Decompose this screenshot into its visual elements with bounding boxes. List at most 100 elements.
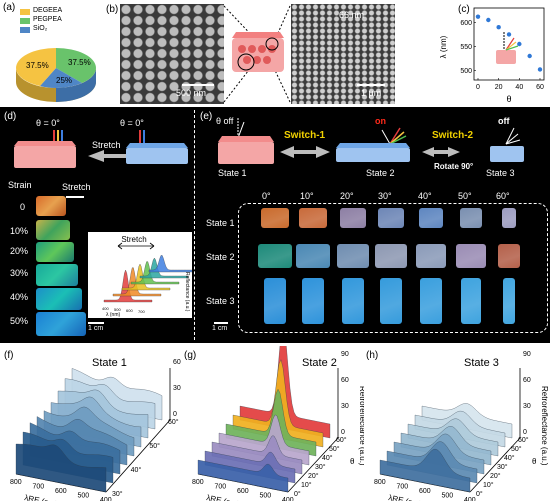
panel-c-label: (c) bbox=[458, 4, 470, 15]
state-photo bbox=[419, 208, 443, 228]
spectrum-layer bbox=[15, 443, 107, 493]
switch2-label[interactable]: Switch-2 bbox=[432, 130, 474, 141]
strain-20: 20% bbox=[10, 246, 29, 256]
inset-spectrum bbox=[139, 257, 189, 279]
x-tick-label: 600 bbox=[419, 488, 431, 495]
state-photo bbox=[258, 244, 292, 268]
z-tick-label: 30° bbox=[315, 463, 326, 471]
theta-label-right: θ = 0° bbox=[120, 118, 144, 128]
angle-header: 0° bbox=[262, 191, 271, 201]
z-axis bbox=[469, 437, 521, 493]
strain-50: 50% bbox=[10, 316, 29, 326]
x-axis-label: λRE (nm) bbox=[206, 493, 241, 501]
z-tick-label: 60° bbox=[336, 436, 347, 444]
inset-title: Stretch bbox=[121, 235, 146, 244]
angle-header: 20° bbox=[340, 191, 354, 201]
pie-slice-sio2 bbox=[40, 68, 82, 88]
inset-ray-green bbox=[505, 45, 519, 51]
data-point bbox=[537, 67, 543, 72]
strain-arrow-label: Stretch bbox=[62, 182, 91, 192]
x-tick-label: 700 bbox=[215, 484, 227, 491]
z-tick-label: 60° bbox=[168, 418, 179, 426]
reflectance-inset-chart: Stretch 400 500 600 700 Reflectance (a.u.) … bbox=[102, 235, 192, 318]
state-photo bbox=[342, 278, 364, 324]
inset-xlabel: λ (nm) bbox=[106, 312, 121, 318]
state-photo bbox=[420, 278, 442, 324]
pie-slice-pegpea bbox=[56, 48, 96, 83]
stretch-label: Stretch bbox=[92, 140, 121, 150]
z-tick-label: 40° bbox=[131, 466, 142, 474]
state-photo bbox=[375, 244, 407, 268]
data-point bbox=[517, 41, 522, 47]
scale-label-1cm-e: 1 cm bbox=[212, 325, 228, 332]
y-tick-label: 60 bbox=[173, 359, 181, 366]
chart-title: State 3 bbox=[464, 357, 499, 369]
y-tick-label: 90 bbox=[341, 351, 349, 358]
state-photo bbox=[299, 208, 327, 228]
state1-retroreflectance-chart: State 1800700600500400λRE (nm)30°40°50°6… bbox=[10, 357, 181, 501]
inset-x-tick-label: 500 bbox=[114, 307, 121, 312]
chart-title: State 2 bbox=[302, 357, 337, 369]
inset-sample bbox=[496, 50, 516, 64]
scale-label-1cm-d: 1 cm bbox=[88, 325, 104, 332]
z-tick-label: 40° bbox=[322, 454, 333, 462]
pie-side-blue bbox=[56, 68, 96, 102]
legend-sio2: SiO₂ bbox=[33, 25, 48, 32]
rotate-label: Rotate 90° bbox=[434, 162, 474, 171]
inset-spectrum bbox=[103, 269, 153, 303]
angle-header: 40° bbox=[418, 191, 432, 201]
inset-ray-yellow bbox=[505, 41, 517, 51]
panel-e-label: (e) bbox=[200, 111, 213, 122]
data-point bbox=[506, 32, 512, 37]
y-tick-label: 0 bbox=[523, 429, 527, 436]
row-label-state1: State 1 bbox=[206, 218, 235, 228]
off-label: off bbox=[498, 116, 510, 126]
angle-header: 50° bbox=[458, 191, 472, 201]
state-photo bbox=[264, 278, 286, 324]
theta-off-label: θ off bbox=[216, 116, 234, 126]
scale-label-1um: 1 μm bbox=[361, 88, 382, 98]
strain-arrow-icon bbox=[66, 196, 84, 198]
pie-label-pegpea: 37.5% bbox=[68, 58, 91, 67]
x-tick-label: 800 bbox=[10, 479, 22, 486]
state3-film bbox=[490, 146, 524, 162]
x-tick-label: 800 bbox=[192, 479, 204, 486]
z-tick-label: 20° bbox=[490, 472, 501, 480]
stretched-film bbox=[126, 148, 188, 164]
z-axis-label: θ bbox=[532, 457, 537, 466]
switching-schematic bbox=[218, 118, 524, 164]
y-axis-label: Retroreflectance (a.u.) bbox=[540, 386, 549, 466]
legend-swatch-sio2 bbox=[20, 27, 30, 33]
legend-degeea: DEGEEA bbox=[33, 7, 63, 14]
panel-d-label: (d) bbox=[4, 111, 17, 122]
x-tick-label: 500 bbox=[442, 493, 454, 500]
z-tick-label: 10° bbox=[483, 481, 494, 489]
y-tick-label: 30 bbox=[173, 385, 181, 392]
legend-pegpea: PEGPEA bbox=[33, 16, 62, 23]
sem-image-low-mag: 500 nm bbox=[120, 4, 224, 104]
x-tick-label: 400 bbox=[282, 497, 294, 501]
state-photo bbox=[302, 278, 324, 324]
z-tick-label: 0° bbox=[476, 490, 483, 498]
panel-b-label: (b) bbox=[106, 4, 119, 15]
inset-x-tick-label: 600 bbox=[126, 308, 133, 313]
z-tick-label: 20° bbox=[308, 472, 319, 480]
switch1-label[interactable]: Switch-1 bbox=[284, 130, 326, 141]
x-tick-label: 20 bbox=[495, 84, 503, 91]
state1-title: State 1 bbox=[218, 168, 247, 178]
x-tick-label: 60 bbox=[536, 84, 544, 91]
chart-title: State 1 bbox=[92, 357, 127, 369]
state-photo bbox=[456, 244, 486, 268]
state-photo bbox=[261, 208, 289, 228]
x-axis-label: λRE (nm) bbox=[388, 493, 423, 501]
state3-retroreflectance-chart: State 3800700600500400λRE (nm)0°10°20°30… bbox=[374, 351, 549, 501]
switch1-arrow-icon bbox=[280, 146, 330, 158]
y-tick-label: 500 bbox=[460, 68, 472, 75]
row-label-state3: State 3 bbox=[206, 296, 235, 306]
x-tick-label: 500 bbox=[260, 493, 272, 500]
strain-photo-0 bbox=[36, 196, 66, 216]
row-label-state2: State 2 bbox=[206, 252, 235, 262]
on-label: on bbox=[375, 116, 386, 126]
x-axis-label: λRE (nm) bbox=[24, 493, 59, 501]
panel-f-label: (f) bbox=[4, 350, 14, 361]
